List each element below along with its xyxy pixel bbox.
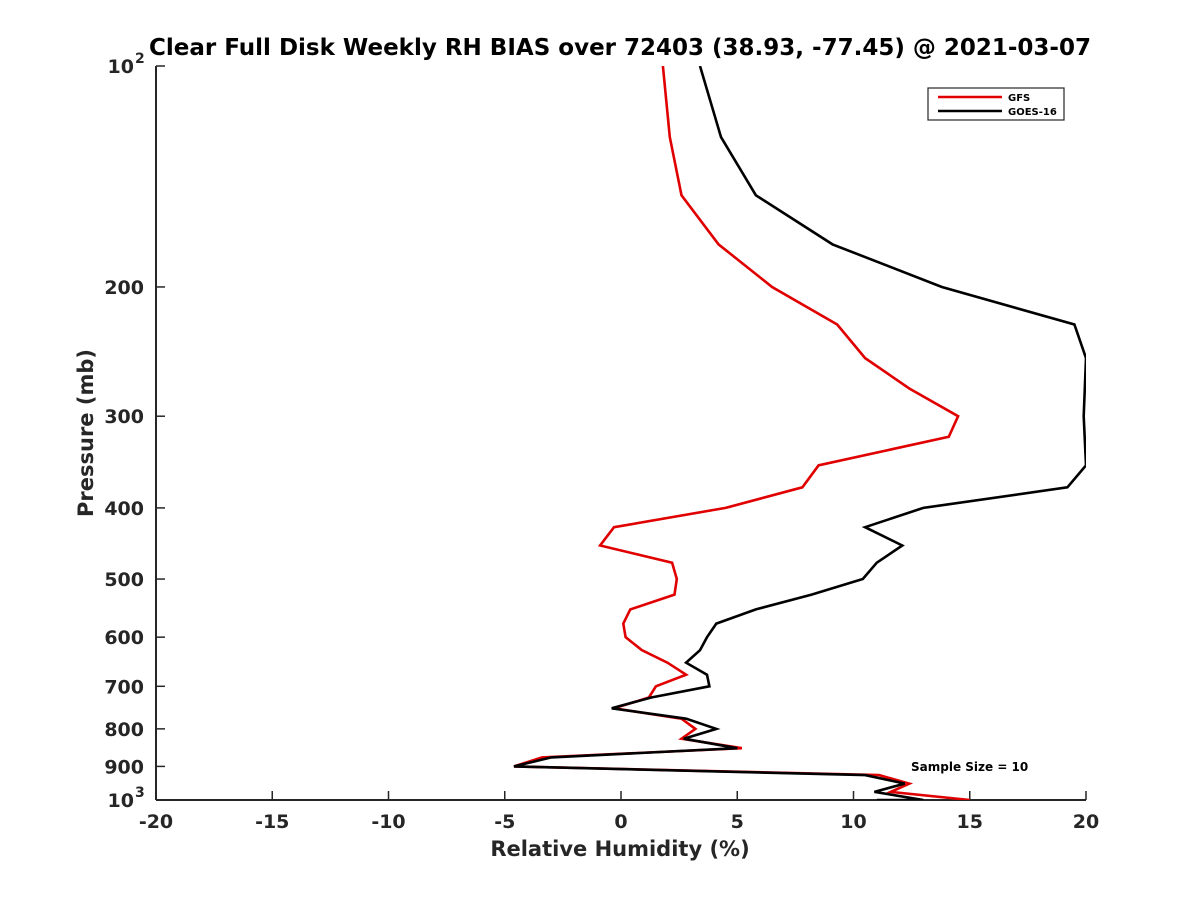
series-lines (513, 66, 1086, 800)
y-tick-label: 10 (108, 56, 134, 78)
y-tick-label-exponent: 3 (135, 785, 145, 801)
y-tick-label: 200 (104, 277, 144, 299)
y-tick-label: 800 (104, 719, 144, 741)
legend-label-gfs: GFS (1008, 93, 1030, 104)
series-line-gfs (513, 66, 970, 800)
legend: GFS GOES-16 (927, 87, 1065, 121)
x-tick-label: 20 (1073, 811, 1099, 833)
y-tick-label: 500 (104, 569, 144, 591)
plot-area (155, 66, 1086, 801)
y-tick-label: 900 (104, 756, 144, 778)
sample-size-annotation: Sample Size = 10 (911, 760, 1028, 774)
y-tick-label: 300 (104, 406, 144, 428)
series-line-goes-16 (513, 66, 1086, 800)
legend-label-goes-16: GOES-16 (1008, 107, 1057, 118)
x-tick-label: -10 (371, 811, 405, 833)
x-tick-label: -15 (255, 811, 289, 833)
y-tick-label: 10 (108, 790, 134, 812)
x-tick-label: 5 (731, 811, 744, 833)
x-axis-ticks: -20 -15 -10 -5 0 5 10 15 20 (139, 791, 1099, 833)
x-axis-label: Relative Humidity (%) (490, 837, 749, 861)
y-tick-label: 400 (104, 498, 144, 520)
x-tick-label: -5 (494, 811, 515, 833)
x-tick-label: 0 (614, 811, 627, 833)
y-tick-label-exponent: 2 (135, 51, 145, 67)
chart-title: Clear Full Disk Weekly RH BIAS over 7240… (149, 35, 1091, 61)
x-tick-label: 15 (957, 811, 983, 833)
x-tick-label: 10 (840, 811, 866, 833)
x-tick-label: -20 (139, 811, 173, 833)
y-axis-label: Pressure (mb) (74, 349, 98, 517)
legend-box (927, 87, 1065, 121)
y-tick-label: 700 (104, 676, 144, 698)
y-tick-label: 600 (104, 627, 144, 649)
